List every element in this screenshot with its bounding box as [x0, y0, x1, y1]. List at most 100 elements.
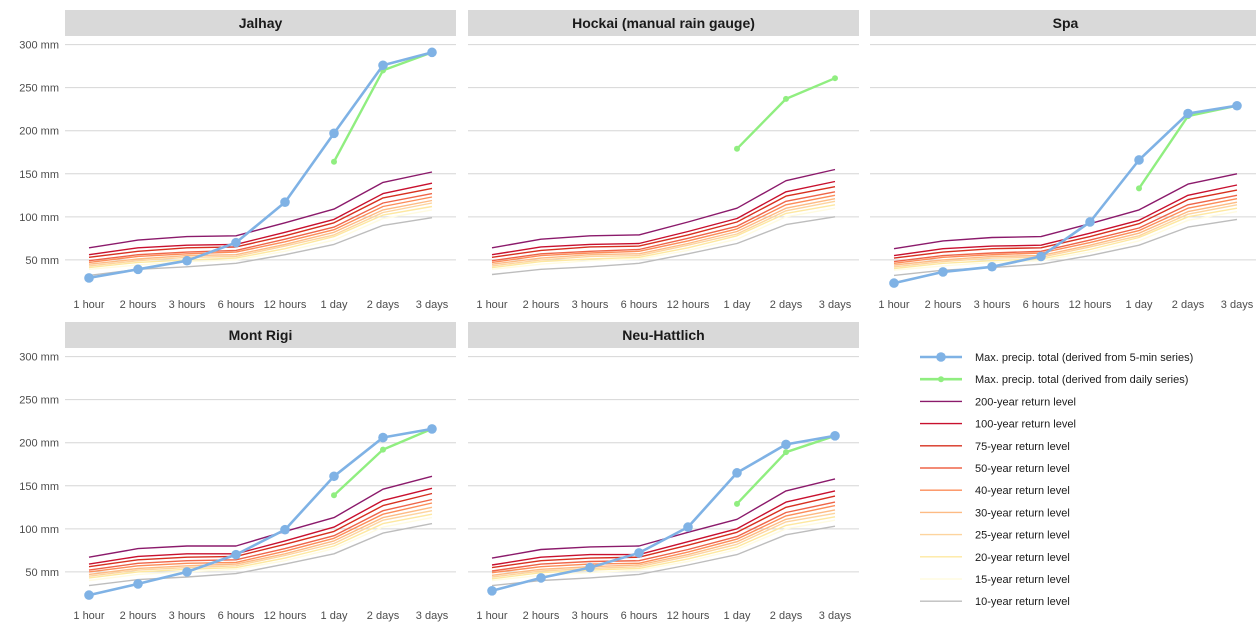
x-tick-label: 1 day — [1126, 299, 1153, 311]
data-point-daily — [832, 75, 838, 82]
series-line-rl50 — [491, 191, 836, 262]
legend-label: 25-year return level — [975, 530, 1070, 542]
data-point-fivemin — [182, 255, 192, 266]
data-point-fivemin — [1232, 100, 1242, 111]
facet-strip — [468, 10, 859, 36]
y-tick-label: 50 mm — [25, 567, 59, 579]
series-line-rl30 — [491, 509, 836, 576]
data-point-fivemin — [1085, 217, 1095, 227]
series-line-rl30 — [88, 199, 433, 265]
series-line-rl200 — [491, 168, 836, 249]
data-point-daily — [783, 449, 789, 456]
data-point-fivemin — [329, 471, 339, 482]
data-point-fivemin — [427, 424, 437, 434]
data-point-fivemin — [231, 549, 241, 560]
series-line-rl40 — [88, 502, 433, 573]
x-tick-label: 3 hours — [169, 299, 206, 311]
x-tick-label: 2 days — [770, 610, 803, 622]
legend-label: 75-year return level — [975, 441, 1070, 453]
data-point-daily — [1136, 185, 1142, 192]
data-point-fivemin — [280, 197, 290, 207]
facet-title: Jalhay — [239, 15, 283, 31]
series-line-rl100 — [88, 487, 433, 565]
x-tick-label: 3 hours — [572, 610, 609, 622]
legend-label: 20-year return level — [975, 552, 1070, 564]
data-point-daily — [734, 500, 740, 507]
data-point-fivemin — [889, 278, 899, 288]
data-point-fivemin — [231, 237, 241, 248]
series-line-fivemin — [88, 51, 433, 280]
facet-title: Mont Rigi — [229, 327, 293, 343]
legend-item: 75-year return level — [920, 441, 1070, 453]
x-tick-label: 12 hours — [264, 299, 307, 311]
facet-strip — [468, 322, 859, 348]
data-point-fivemin — [378, 432, 388, 443]
y-tick-label: 100 mm — [19, 212, 59, 224]
legend: Max. precip. total (derived from 5-min s… — [920, 352, 1193, 608]
series-line-rl10 — [491, 216, 836, 276]
data-point-fivemin — [133, 579, 143, 589]
data-point-fivemin — [987, 261, 997, 272]
x-tick-label: 1 hour — [476, 610, 508, 622]
series-line-rl30 — [491, 198, 836, 265]
legend-label: 40-year return level — [975, 485, 1070, 497]
legend-item: 15-year return level — [920, 574, 1070, 586]
series-line-rl75 — [491, 495, 836, 569]
legend-label: 10-year return level — [975, 596, 1070, 608]
legend-label: 200-year return level — [975, 396, 1076, 408]
x-tick-label: 1 hour — [476, 299, 508, 311]
x-tick-label: 6 hours — [621, 610, 658, 622]
legend-item: 200-year return level — [920, 396, 1076, 408]
series-line-rl200 — [491, 478, 836, 559]
y-tick-label: 250 mm — [19, 83, 59, 95]
facet-panel: Hockai (manual rain gauge) 1 hour 2 hours 3… — [468, 10, 859, 311]
x-tick-label: 12 hours — [667, 299, 710, 311]
x-tick-label: 2 days — [770, 299, 803, 311]
facet-title: Hockai (manual rain gauge) — [572, 15, 755, 31]
x-tick-label: 2 days — [367, 610, 400, 622]
x-tick-label: 2 hours — [120, 299, 157, 311]
legend-item: 30-year return level — [920, 507, 1070, 519]
legend-label: 100-year return level — [975, 419, 1076, 431]
x-tick-label: 2 hours — [523, 299, 560, 311]
legend-item: 20-year return level — [920, 552, 1070, 564]
data-point-fivemin — [585, 562, 595, 573]
series-line-rl30 — [893, 201, 1238, 266]
facet-panel: Mont Rigi 50 mm 100 mm 150 mm 200 mm 250 mm 30… — [19, 322, 456, 622]
y-tick-label: 150 mm — [19, 481, 59, 493]
data-point-fivemin — [830, 431, 840, 441]
series-line-rl20 — [88, 205, 433, 269]
facet-title: Spa — [1053, 15, 1079, 31]
data-point-fivemin — [938, 267, 948, 277]
data-point-fivemin — [536, 573, 546, 583]
facet-title: Neu-Hattlich — [622, 327, 704, 343]
series-line-rl50 — [893, 194, 1238, 263]
facet-strip — [870, 10, 1256, 36]
data-point-daily — [734, 145, 740, 152]
x-tick-label: 6 hours — [218, 610, 255, 622]
series-line-rl40 — [491, 194, 836, 264]
series-line-rl10 — [491, 525, 836, 587]
data-point-fivemin — [182, 567, 192, 577]
series-line-rl75 — [491, 186, 836, 258]
data-point-daily — [331, 158, 337, 165]
legend-key-point — [938, 376, 944, 383]
facet-panel: Neu-Hattlich 1 hour 2 hours 3 hours 6 hours 1… — [468, 322, 859, 622]
series-line-rl30 — [88, 506, 433, 576]
series-line-rl25 — [491, 512, 836, 578]
legend-item: 10-year return level — [920, 596, 1070, 608]
x-tick-label: 3 days — [416, 299, 449, 311]
legend-item: 100-year return level — [920, 419, 1076, 431]
y-tick-label: 150 mm — [19, 169, 59, 181]
x-tick-label: 1 day — [724, 610, 751, 622]
x-tick-label: 2 days — [367, 299, 400, 311]
series-line-rl75 — [88, 187, 433, 258]
y-tick-label: 250 mm — [19, 395, 59, 407]
data-point-fivemin — [1134, 155, 1144, 165]
series-line-rl200 — [88, 475, 433, 558]
x-tick-label: 1 day — [724, 299, 751, 311]
x-tick-label: 1 hour — [878, 299, 910, 311]
data-point-fivemin — [781, 439, 791, 450]
x-tick-label: 2 hours — [523, 610, 560, 622]
data-point-daily — [380, 446, 386, 453]
